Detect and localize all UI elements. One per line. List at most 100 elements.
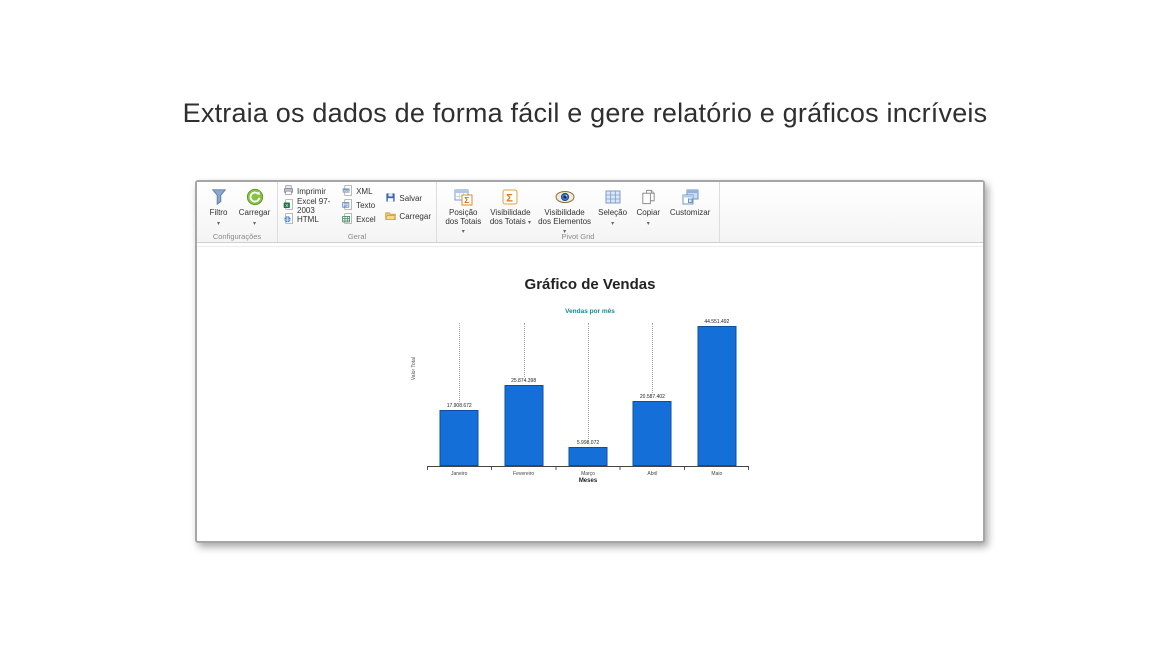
- bar-value-label: 20.587.402: [639, 394, 665, 400]
- customizar-button[interactable]: Customizar: [665, 185, 715, 218]
- filtro-label: Filtro: [209, 208, 228, 217]
- posicao-totais-button[interactable]: Σ Posição dos Totais: [441, 185, 486, 237]
- bar-slot-maio: 44.551.492: [685, 319, 749, 466]
- selecao-button[interactable]: Seleção: [594, 185, 631, 228]
- imprimir-label: Imprimir: [297, 187, 326, 196]
- html-label: HTML: [297, 215, 319, 224]
- html-button[interactable]: HTML: [282, 213, 338, 226]
- ribbon-group-caption: Pivot Grid: [561, 232, 595, 241]
- visibilidade-elementos-label: Visibilidade dos Elementos: [537, 208, 592, 236]
- excel-97-doc-icon: X: [283, 199, 294, 212]
- page-title: Extraia os dados de forma fácil e gere r…: [182, 98, 988, 128]
- printer-icon: [283, 185, 294, 198]
- chart-subtitle: Vendas por mês: [565, 308, 615, 315]
- filtro-button[interactable]: Filtro: [201, 185, 236, 228]
- x-tick-label: Janeiro: [451, 471, 468, 477]
- ribbon-group-caption: Configurações: [212, 232, 262, 241]
- carregar-config-label: Carregar: [238, 208, 271, 217]
- xml-label: XML: [356, 187, 373, 196]
- app-window: Filtro Carregar Configurações: [195, 180, 985, 543]
- texto-label: Texto: [356, 201, 376, 210]
- bar-abril: [632, 401, 672, 466]
- carregar-geral-button[interactable]: Carregar: [384, 210, 432, 223]
- open-folder-icon: [385, 210, 397, 223]
- x-axis-title: Meses: [578, 478, 598, 484]
- bar-maio: [697, 326, 737, 466]
- grid-dropline: [588, 323, 590, 439]
- text-doc-icon: [342, 199, 353, 212]
- grid-dropline: [459, 323, 461, 402]
- x-axis-labels: Janeiro Fevereiro Março Abril Maio: [427, 471, 749, 477]
- bar-slot-janeiro: 17.908.672: [427, 321, 491, 466]
- customize-windows-icon: [681, 186, 700, 208]
- bar-slot-abril: 20.587.402: [620, 321, 684, 466]
- copiar-button[interactable]: Copiar: [631, 185, 665, 228]
- ribbon-toolbar: Filtro Carregar Configurações: [197, 182, 983, 243]
- ribbon-separator: [197, 243, 983, 247]
- ribbon-group-configuracoes: Filtro Carregar Configurações: [197, 182, 278, 242]
- ribbon-empty-area: [720, 182, 983, 242]
- grid-dropline: [652, 323, 654, 393]
- copy-icon: [640, 186, 657, 208]
- excel-97-label: Excel 97-2003: [297, 196, 331, 215]
- dropdown-arrow-icon: [217, 218, 220, 227]
- x-tick-label: Março: [581, 471, 595, 477]
- filter-funnel-icon: [210, 186, 228, 208]
- visibilidade-totais-button[interactable]: Σ Visibilidade dos Totais: [486, 185, 536, 227]
- html-globe-doc-icon: [283, 213, 294, 226]
- svg-text:Σ: Σ: [464, 195, 469, 205]
- excel-grid-doc-icon: [342, 213, 353, 226]
- bar-slot-marco: 5.998.072: [556, 321, 620, 466]
- bar-value-label: 5.998.072: [576, 440, 600, 446]
- carregar-config-button[interactable]: Carregar: [236, 185, 273, 228]
- x-tick-label: Maio: [711, 471, 723, 477]
- chart-title: Gráfico de Vendas: [524, 276, 656, 293]
- svg-text:Σ: Σ: [507, 193, 514, 205]
- excel-97-button[interactable]: X Excel 97-2003: [282, 196, 338, 215]
- imprimir-button[interactable]: Imprimir: [282, 185, 338, 198]
- dropdown-arrow-icon: [462, 226, 465, 235]
- y-axis-title: Valor Total: [411, 357, 417, 381]
- excel-button[interactable]: Excel: [341, 213, 381, 226]
- dropdown-arrow-icon: [611, 218, 614, 227]
- customizar-label: Customizar: [669, 208, 711, 217]
- dropdown-arrow-icon: [563, 226, 566, 235]
- ribbon-group-pivot-grid: Σ Posição dos Totais Σ Visibilidade dos …: [437, 182, 720, 242]
- bar-value-label: 17.908.672: [446, 403, 472, 409]
- xml-button[interactable]: XML XML: [341, 185, 381, 198]
- bar-fevereiro: [504, 385, 544, 466]
- dropdown-arrow-icon: [528, 217, 531, 226]
- x-axis-ticks: [427, 467, 750, 470]
- ribbon-group-caption: Geral: [347, 232, 367, 241]
- texto-button[interactable]: Texto: [341, 199, 381, 212]
- svg-text:XML: XML: [343, 189, 350, 193]
- eye-icon: [555, 186, 575, 208]
- totals-position-icon: Σ: [454, 186, 473, 208]
- salvar-label: Salvar: [399, 193, 423, 203]
- bar-chart-plot: 17.908.672 25.874.398 5.998.072 20.587.4…: [427, 319, 749, 467]
- svg-text:X: X: [285, 203, 289, 209]
- copiar-label: Copiar: [636, 208, 661, 217]
- totals-visibility-icon: Σ: [501, 186, 519, 208]
- x-tick-label: Fevereiro: [513, 471, 535, 477]
- bar-value-label: 44.551.492: [704, 319, 730, 325]
- visibilidade-elementos-button[interactable]: Visibilidade dos Elementos: [535, 185, 594, 237]
- dropdown-arrow-icon: [647, 218, 650, 227]
- salvar-button[interactable]: Salvar: [384, 192, 432, 205]
- x-tick-label: Abril: [647, 471, 658, 477]
- ribbon-group-geral: Imprimir X Excel 97-2003 HTML: [278, 182, 437, 242]
- posicao-totais-label: Posição dos Totais: [443, 208, 484, 236]
- xml-doc-icon: XML: [342, 185, 353, 198]
- dropdown-arrow-icon: [253, 218, 256, 227]
- bar-marco: [568, 447, 608, 466]
- excel-label: Excel: [356, 215, 376, 224]
- carregar-geral-label: Carregar: [399, 211, 431, 221]
- bar-janeiro: [439, 410, 479, 466]
- selecao-label: Seleção: [598, 208, 628, 217]
- bar-slot-fevereiro: 25.874.398: [491, 321, 555, 466]
- refresh-load-icon: [246, 186, 264, 208]
- visibilidade-totais-label: Visibilidade dos Totais: [488, 208, 534, 226]
- grid-dropline: [523, 323, 525, 377]
- save-floppy-icon: [385, 192, 396, 205]
- selection-grid-icon: [604, 186, 622, 208]
